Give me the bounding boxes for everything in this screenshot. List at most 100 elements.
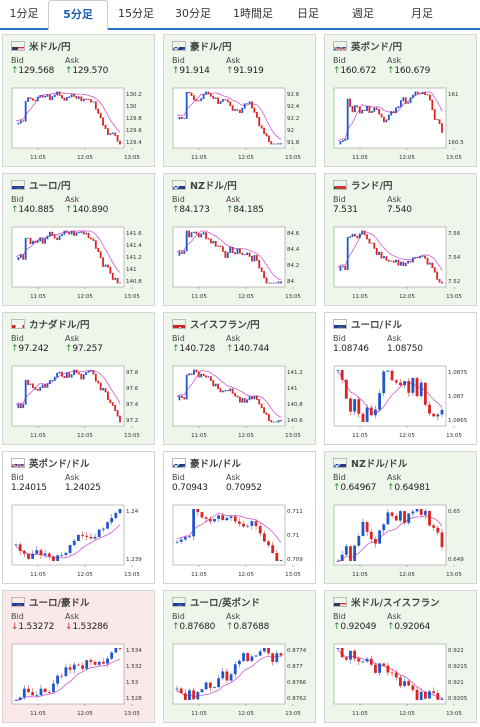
candle bbox=[436, 414, 440, 417]
candle bbox=[114, 277, 117, 280]
rate-card[interactable]: ユーロ/豪ドルBidAsk1.532721.532861.5341.5321.5… bbox=[2, 590, 155, 723]
price-chart[interactable]: 1.24 1.239 11:05 12:05 13:05 bbox=[10, 501, 150, 581]
currency-pair-link[interactable]: 英ポンド/円 bbox=[351, 42, 402, 53]
card-header: ユーロ/豪ドル bbox=[11, 595, 89, 609]
rate-card[interactable]: ユーロ/円 Bid Ask 140.885 140.890 141.6 141.4 141.2… bbox=[2, 173, 155, 306]
candle bbox=[382, 663, 386, 666]
candle bbox=[35, 695, 39, 696]
candle bbox=[104, 124, 107, 129]
candle bbox=[231, 105, 234, 111]
price-chart[interactable]: 141.6 141.4 141.2 141 140.8 11:05 12:05 13:05 bbox=[10, 223, 150, 303]
candle bbox=[111, 402, 114, 406]
candle bbox=[190, 92, 193, 97]
candle bbox=[61, 371, 63, 377]
tab-7[interactable]: 月足 bbox=[411, 7, 433, 20]
price-chart[interactable]: 0.922 0.9215 0.921 0.9205 11:05 12:05 13:05 bbox=[332, 640, 472, 720]
candle bbox=[14, 544, 18, 546]
currency-pair-link[interactable]: ランド/円 bbox=[351, 181, 393, 192]
currency-pair-link[interactable]: 豪ドル/ドル bbox=[190, 459, 241, 470]
rate-card[interactable]: 英ポンド/円BidAsk160.672160.679161160.511:051… bbox=[324, 34, 477, 167]
tab-6[interactable]: 週足 bbox=[352, 7, 374, 20]
price-chart[interactable]: 1.534 1.532 1.53 1.528 11:05 12:05 13:05 bbox=[10, 640, 150, 720]
tab-2[interactable]: 15分足 bbox=[118, 7, 154, 20]
currency-pair-link[interactable]: ユーロ/豪ドル bbox=[29, 598, 90, 609]
candle bbox=[94, 373, 97, 382]
price-chart[interactable]: 0.65 0.649 11:05 12:05 13:05 bbox=[332, 501, 472, 581]
candle bbox=[236, 248, 239, 255]
currency-pair-link[interactable]: NZドル/円 bbox=[190, 181, 237, 192]
currency-pair-link[interactable]: ユーロ/英ポンド bbox=[190, 598, 260, 609]
moving-average-line bbox=[15, 369, 121, 405]
candle bbox=[119, 140, 121, 145]
tab-5[interactable]: 日足 bbox=[297, 7, 319, 20]
candle bbox=[233, 516, 237, 522]
candle bbox=[380, 113, 383, 118]
candle bbox=[27, 237, 29, 239]
candle bbox=[242, 523, 245, 527]
candle bbox=[87, 99, 90, 101]
candle bbox=[268, 282, 270, 284]
tab-0[interactable]: 1分足 bbox=[9, 7, 39, 20]
price-chart[interactable]: 7.56 7.54 7.52 11:05 12:05 13:05 bbox=[332, 223, 472, 303]
rate-card[interactable]: NZドル/円 Bid Ask 84.173 84.185 84.6 84.4 84.2 84 11… bbox=[163, 173, 316, 306]
candle bbox=[369, 407, 373, 416]
price-chart[interactable]: 0.711 0.71 0.709 11:05 12:05 13:05 bbox=[171, 501, 311, 581]
currency-pair-link[interactable]: 米ドル/円 bbox=[29, 42, 71, 53]
currency-pair-link[interactable]: 豪ドル/円 bbox=[190, 42, 232, 53]
y-tick-label: 141.2 bbox=[287, 370, 303, 376]
candle bbox=[51, 380, 54, 381]
candle bbox=[99, 251, 102, 259]
candle bbox=[407, 381, 411, 393]
tab-4[interactable]: 1時間足 bbox=[233, 7, 273, 20]
y-tick-label: 1.239 bbox=[126, 557, 142, 563]
rate-card[interactable]: 英ポンド/ドル Bid Ask 1.24015 1.24025 1.24 1.239 11:0… bbox=[2, 451, 155, 584]
price-chart[interactable]: 97.8 97.6 97.4 97.2 11:05 12:05 13:05 bbox=[10, 362, 150, 442]
candle bbox=[207, 238, 210, 240]
rate-card[interactable]: 米ドル/スイスフラン Bid Ask 0.92049 0.92064 0.922 0.921… bbox=[324, 590, 477, 723]
price-chart[interactable]: 0.8774 0.877 0.8766 0.8762 11:05 12:05 13:05 bbox=[171, 640, 311, 720]
candle bbox=[68, 372, 71, 378]
price-chart[interactable]: 92.6 92.4 92.2 92 91.8 11:05 12:05 13:05 bbox=[171, 84, 311, 164]
chart-svg: 141.6 141.4 141.2 141 140.8 11:05 12:05 13:05 bbox=[11, 226, 142, 300]
price-chart[interactable]: 130.2 130 129.8 129.6 129.4 11:05 12:05 13:05 bbox=[10, 84, 150, 164]
candle bbox=[272, 143, 275, 145]
tab-1[interactable]: 5分足 bbox=[48, 0, 108, 30]
price-chart[interactable]: 141.2 141 140.8 140.6 11:05 12:05 13:05 bbox=[171, 362, 311, 442]
rate-card[interactable]: 豪ドル/円 Bid Ask 91.914 91.919 92.6 92.4 92.2 92 91.… bbox=[163, 34, 316, 167]
price-chart[interactable]: 161 160.5 11:05 12:05 13:05 bbox=[332, 84, 472, 164]
rate-card[interactable]: ユーロ/ドル Bid Ask 1.08746 1.08750 1.0875 1.087 1.0… bbox=[324, 312, 477, 445]
candle bbox=[188, 373, 190, 376]
candle bbox=[383, 256, 385, 259]
currency-pair-link[interactable]: スイスフラン/円 bbox=[190, 320, 260, 331]
currency-pair-link[interactable]: NZドル/ドル bbox=[351, 459, 408, 470]
price-chart[interactable]: 84.6 84.4 84.2 84 11:05 12:05 13:05 bbox=[171, 223, 311, 303]
rate-card[interactable]: スイスフラン/円 Bid Ask 140.728 140.744 141.2 141 140.… bbox=[163, 312, 316, 445]
rate-card[interactable]: ユーロ/英ポンドBidAsk0.876800.876880.87740.8770… bbox=[163, 590, 316, 723]
rate-card[interactable]: カナダドル/円BidAsk97.24297.25797.897.697.497.… bbox=[2, 312, 155, 445]
rate-card[interactable]: ランド/円 Bid Ask 7.531 7.540 7.56 7.54 7.52 11:05 12… bbox=[324, 173, 477, 306]
candle bbox=[180, 116, 183, 119]
currency-pair-link[interactable]: ユーロ/円 bbox=[29, 181, 71, 192]
y-tick-label: 97.8 bbox=[126, 370, 139, 376]
chart-svg: 97.8 97.6 97.4 97.2 11:05 12:05 13:05 bbox=[11, 365, 140, 439]
currency-pair-link[interactable]: 米ドル/スイスフラン bbox=[351, 598, 440, 609]
bid-value: 1.08746 bbox=[333, 344, 369, 354]
candle bbox=[426, 257, 429, 265]
candle bbox=[346, 236, 349, 271]
candle bbox=[213, 518, 216, 522]
candle bbox=[34, 240, 37, 243]
moving-average-line bbox=[15, 92, 121, 133]
card-header: 英ポンド/ドル bbox=[11, 456, 89, 470]
candle bbox=[423, 510, 427, 515]
rate-card[interactable]: 豪ドル/ドル Bid Ask 0.70943 0.70952 0.711 0.71 0.709… bbox=[163, 451, 316, 584]
candle bbox=[366, 234, 368, 240]
currency-pair-link[interactable]: カナダドル/円 bbox=[29, 320, 90, 331]
tab-3[interactable]: 30分足 bbox=[175, 7, 211, 20]
price-chart[interactable]: 1.0875 1.087 1.0865 11:05 12:05 13:05 bbox=[332, 362, 472, 442]
candle bbox=[390, 370, 394, 381]
candle bbox=[183, 693, 187, 700]
rate-card[interactable]: NZドル/ドル Bid Ask 0.64967 0.64981 0.65 0.649 11:0… bbox=[324, 451, 477, 584]
currency-pair-link[interactable]: 英ポンド/ドル bbox=[29, 459, 90, 470]
currency-pair-link[interactable]: ユーロ/ドル bbox=[351, 320, 402, 331]
rate-card[interactable]: 米ドル/円 Bid Ask 129.568 129.570 130.2 130 129.8 12… bbox=[2, 34, 155, 167]
